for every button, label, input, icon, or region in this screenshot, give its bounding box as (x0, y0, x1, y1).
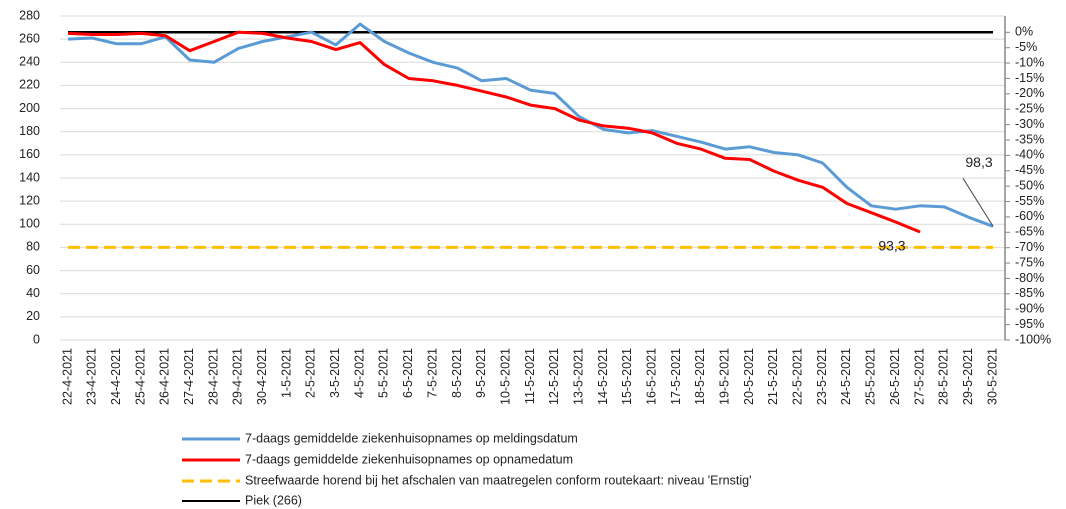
y2-tick-label: -80% (1015, 271, 1044, 285)
x-tick-label: 30-5-2021 (985, 348, 999, 405)
x-tick-label: 26-5-2021 (888, 348, 902, 405)
x-tick-label: 27-5-2021 (912, 348, 926, 405)
value-label: 93,3 (878, 238, 905, 254)
x-tick-label: 25-5-2021 (864, 348, 878, 405)
y-tick-label: 0 (33, 332, 40, 346)
x-tick-label: 13-5-2021 (571, 348, 585, 405)
y-tick-label: 280 (19, 8, 40, 22)
x-tick-label: 29-4-2021 (231, 348, 245, 405)
legend-label: 7-daags gemiddelde ziekenhuisopnames op … (245, 431, 578, 445)
y2-tick-label: -65% (1015, 225, 1044, 239)
y2-tick-label: -55% (1015, 194, 1044, 208)
y2-tick-label: -45% (1015, 163, 1044, 177)
x-tick-label: 10-5-2021 (498, 348, 512, 405)
x-tick-label: 27-4-2021 (182, 348, 196, 405)
x-tick-label: 3-5-2021 (328, 348, 342, 398)
y2-tick-label: -40% (1015, 148, 1044, 162)
x-tick-label: 6-5-2021 (401, 348, 415, 398)
y-tick-label: 180 (19, 124, 40, 138)
y2-tick-label: -60% (1015, 209, 1044, 223)
y2-tick-label: -70% (1015, 240, 1044, 254)
y2-tick-label: -85% (1015, 286, 1044, 300)
y2-tick-label: -75% (1015, 255, 1044, 269)
x-tick-label: 23-4-2021 (85, 348, 99, 405)
series-line (67, 30, 921, 234)
y2-tick-label: -20% (1015, 86, 1044, 100)
y2-tick-label: -10% (1015, 55, 1044, 69)
y2-tick-label: -15% (1015, 71, 1044, 85)
y2-tick-label: -30% (1015, 117, 1044, 131)
x-tick-label: 29-5-2021 (961, 348, 975, 405)
x-tick-label: 28-5-2021 (937, 348, 951, 405)
y-tick-label: 140 (19, 170, 40, 184)
y-tick-label: 40 (26, 286, 40, 300)
y-tick-label: 240 (19, 55, 40, 69)
x-tick-label: 9-5-2021 (474, 348, 488, 398)
x-tick-label: 2-5-2021 (304, 348, 318, 398)
x-tick-label: 14-5-2021 (596, 348, 610, 405)
y-tick-label: 120 (19, 193, 40, 207)
y2-tick-label: -25% (1015, 102, 1044, 116)
x-tick-label: 18-5-2021 (693, 348, 707, 405)
x-tick-label: 1-5-2021 (279, 348, 293, 398)
value-label: 98,3 (965, 154, 992, 170)
y2-tick-label: 0% (1015, 25, 1033, 39)
y2-tick-label: -5% (1015, 40, 1037, 54)
y-tick-label: 80 (26, 240, 40, 254)
legend-label: Piek (266) (245, 493, 302, 507)
x-tick-label: 22-5-2021 (791, 348, 805, 405)
x-tick-label: 16-5-2021 (645, 348, 659, 405)
x-tick-label: 5-5-2021 (377, 348, 391, 398)
y2-tick-label: -100% (1015, 332, 1051, 346)
x-tick-label: 7-5-2021 (425, 348, 439, 398)
x-tick-label: 26-4-2021 (158, 348, 172, 405)
x-tick-label: 11-5-2021 (523, 348, 537, 404)
y2-tick-label: -90% (1015, 302, 1044, 316)
x-tick-label: 24-4-2021 (109, 348, 123, 405)
x-tick-label: 30-4-2021 (255, 348, 269, 405)
x-tick-label: 24-5-2021 (839, 348, 853, 405)
y-tick-label: 100 (19, 217, 40, 231)
x-tick-label: 19-5-2021 (718, 348, 732, 405)
label-leader (962, 177, 994, 227)
y2-tick-label: -95% (1015, 317, 1044, 331)
y-tick-label: 20 (26, 309, 40, 323)
y-tick-label: 260 (19, 31, 40, 45)
x-tick-label: 25-4-2021 (133, 348, 147, 405)
x-tick-label: 4-5-2021 (352, 348, 366, 398)
x-tick-label: 22-4-2021 (60, 348, 74, 405)
x-tick-label: 15-5-2021 (620, 348, 634, 405)
x-tick-label: 8-5-2021 (450, 348, 464, 398)
x-tick-label: 21-5-2021 (766, 348, 780, 405)
y-tick-label: 220 (19, 78, 40, 92)
y2-tick-label: -35% (1015, 132, 1044, 146)
legend-label: Streefwaarde horend bij het afschalen va… (245, 473, 751, 487)
x-tick-label: 23-5-2021 (815, 348, 829, 405)
y-tick-label: 200 (19, 101, 40, 115)
x-tick-label: 17-5-2021 (669, 348, 683, 405)
x-tick-label: 28-4-2021 (206, 348, 220, 405)
series-line (67, 22, 994, 228)
y-tick-label: 160 (19, 147, 40, 161)
legend-label: 7-daags gemiddelde ziekenhuisopnames op … (245, 452, 573, 466)
x-tick-label: 12-5-2021 (547, 348, 561, 405)
x-tick-label: 20-5-2021 (742, 348, 756, 405)
y2-tick-label: -50% (1015, 178, 1044, 192)
y-tick-label: 60 (26, 263, 40, 277)
